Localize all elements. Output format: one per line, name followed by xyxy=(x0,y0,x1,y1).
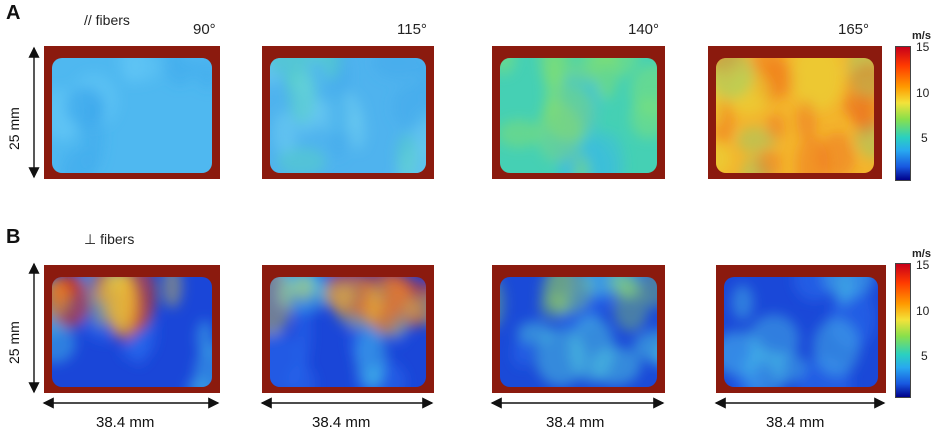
velocity-map-b-140 xyxy=(492,265,665,393)
width-label-2: 38.4 mm xyxy=(312,414,371,431)
colorbar-b-tick-10: 10 xyxy=(916,304,930,318)
colorbar-unit-a: m/s xyxy=(912,30,931,42)
colorbar-a-tick-15: 15 xyxy=(916,40,930,54)
colorbar-a-tick-10: 10 xyxy=(916,86,930,100)
colorbar-b xyxy=(895,263,911,398)
velocity-map-a-115 xyxy=(262,46,434,179)
angle-label-115: 115° xyxy=(397,21,427,38)
colorbar-a-tick-5: 5 xyxy=(921,131,928,145)
colorbar-a xyxy=(895,46,911,181)
colorbar-unit-b: m/s xyxy=(912,248,931,260)
velocity-map-a-90 xyxy=(44,46,220,179)
width-label-1: 38.4 mm xyxy=(96,414,155,431)
velocity-map-b-165 xyxy=(716,265,886,393)
angle-label-90: 90° xyxy=(193,21,216,38)
velocity-map-b-115 xyxy=(262,265,434,393)
angle-label-165: 165° xyxy=(838,21,870,38)
velocity-map-a-165 xyxy=(708,46,882,179)
velocity-map-a-140 xyxy=(492,46,665,179)
colorbar-b-tick-15: 15 xyxy=(916,258,930,272)
width-label-4: 38.4 mm xyxy=(766,414,825,431)
angle-label-140: 140° xyxy=(628,21,660,38)
panel-letter-b: B xyxy=(6,226,21,248)
orientation-label-perpendicular: ⊥ fibers xyxy=(84,231,135,247)
colorbar-b-tick-5: 5 xyxy=(921,349,928,363)
orientation-label-parallel: // fibers xyxy=(84,12,130,28)
panel-letter-a: A xyxy=(6,2,21,24)
velocity-map-b-90 xyxy=(44,265,220,393)
width-label-3: 38.4 mm xyxy=(546,414,605,431)
